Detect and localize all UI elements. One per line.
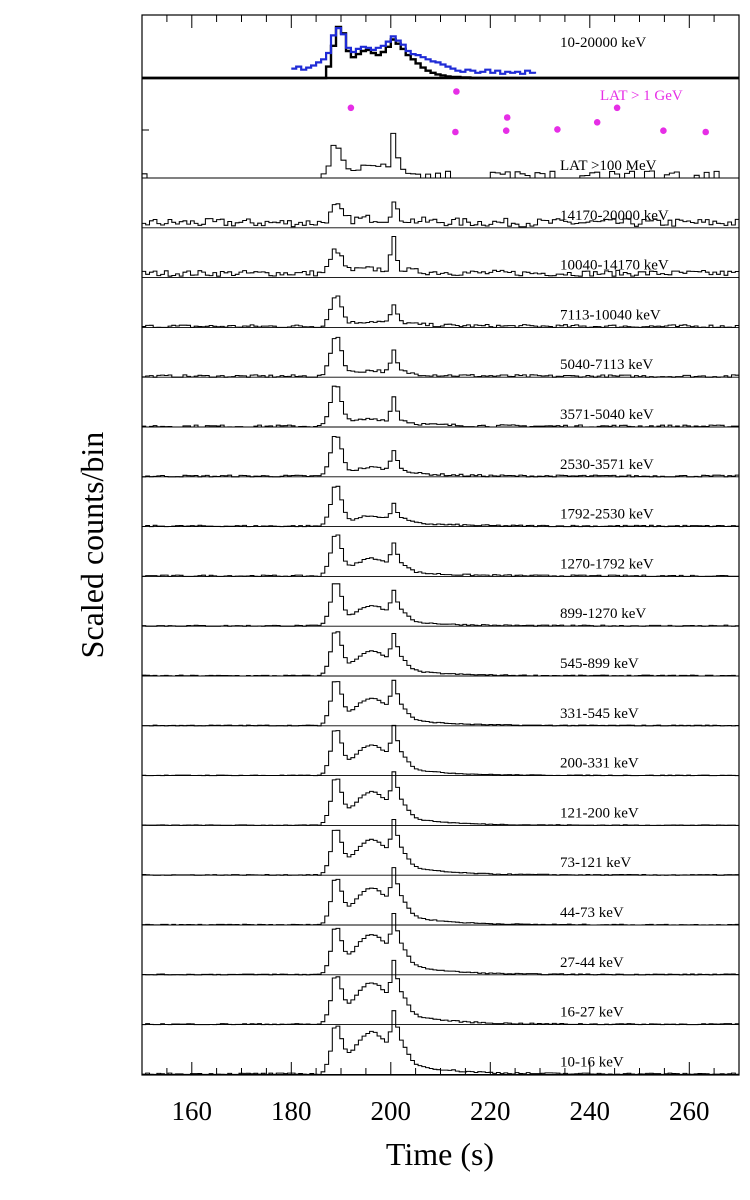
band-label-8: 2530-3571 keV xyxy=(560,457,654,473)
curve-8 xyxy=(142,435,739,478)
band-label-6: 5040-7113 keV xyxy=(560,357,653,373)
band-labels: 10-20000 keV LAT > 1 GeV LAT >100 MeV 14170… xyxy=(560,35,683,1070)
lat-photon-6 xyxy=(593,119,601,126)
panel-18 xyxy=(141,912,739,976)
y-axis-title: Scaled counts/bin xyxy=(74,432,110,659)
curve-14 xyxy=(141,724,739,777)
panel-9 xyxy=(141,485,739,528)
lat-photon-9 xyxy=(702,128,709,136)
panel-14 xyxy=(141,724,739,777)
x-tick-label-200: 200 xyxy=(371,1096,412,1126)
x-tick-label-240: 240 xyxy=(570,1096,611,1126)
band-label-1: LAT > 1 GeV xyxy=(600,88,683,104)
panel-5 xyxy=(141,295,739,328)
lat-photon-2 xyxy=(453,88,460,95)
lat-photon-7 xyxy=(613,104,621,112)
band-label-17: 44-73 keV xyxy=(560,905,624,921)
lat-photon-4 xyxy=(503,114,511,121)
curve-17 xyxy=(141,867,739,926)
lat-photon-1 xyxy=(452,128,459,136)
x-tick-label-220: 220 xyxy=(470,1096,511,1126)
curve-7 xyxy=(141,385,739,428)
band-label-11: 899-1270 keV xyxy=(560,606,646,622)
band-label-18: 27-44 keV xyxy=(560,955,624,971)
panel-1 xyxy=(347,88,709,136)
curve-6 xyxy=(141,336,739,378)
band-label-0: 10-20000 keV xyxy=(560,35,646,51)
band-label-7: 3571-5040 keV xyxy=(560,407,654,423)
curve-12 xyxy=(141,631,739,677)
curve-18 xyxy=(141,912,739,976)
panel-10 xyxy=(141,534,739,577)
x-tick-label-180: 180 xyxy=(271,1096,312,1126)
curve-20 xyxy=(141,1010,739,1075)
panel-11 xyxy=(141,583,739,627)
band-label-15: 121-200 keV xyxy=(560,805,639,821)
panel-6 xyxy=(141,336,739,378)
panel-16 xyxy=(141,818,739,876)
panel-12 xyxy=(141,631,739,677)
band-label-16: 73-121 keV xyxy=(560,855,631,871)
curve-15 xyxy=(141,771,739,826)
band-label-13: 331-545 keV xyxy=(560,706,639,722)
panel-4 xyxy=(141,235,739,279)
curve-16 xyxy=(141,818,739,876)
lat-photon-3 xyxy=(502,127,510,134)
summed-curve-blue xyxy=(291,27,537,75)
x-axis-title: Time (s) xyxy=(386,1136,494,1172)
band-panels xyxy=(141,25,739,1075)
panel-8 xyxy=(142,435,739,478)
curve-19 xyxy=(142,959,739,1026)
panel-13 xyxy=(141,679,739,727)
curve-10 xyxy=(141,534,739,577)
plot-frame xyxy=(141,14,740,1076)
lat-photon-8 xyxy=(660,127,667,134)
curve-9 xyxy=(141,485,739,528)
panel-19 xyxy=(142,959,739,1026)
band-label-14: 200-331 keV xyxy=(560,756,639,772)
curve-2 xyxy=(141,132,739,179)
band-label-12: 545-899 keV xyxy=(560,656,639,672)
x-tick-label-160: 160 xyxy=(172,1096,213,1126)
curve-3 xyxy=(141,201,739,228)
band-label-9: 1792-2530 keV xyxy=(560,507,654,523)
band-label-2: LAT >100 MeV xyxy=(560,158,657,174)
band-label-10: 1270-1792 keV xyxy=(560,556,654,572)
band-label-19: 16-27 keV xyxy=(560,1005,624,1021)
curve-4 xyxy=(141,235,739,278)
lat-photon-5 xyxy=(554,126,561,133)
curve-13 xyxy=(141,679,739,727)
band-label-4: 10040-14170 keV xyxy=(560,258,669,274)
curve-5 xyxy=(141,295,739,328)
panel-7 xyxy=(141,385,739,428)
band-label-5: 7113-10040 keV xyxy=(560,307,661,323)
x-tick-label-260: 260 xyxy=(669,1096,710,1126)
panel-3 xyxy=(141,201,739,229)
band-label-3: 14170-20000 keV xyxy=(560,208,669,224)
panel-0 xyxy=(142,25,739,80)
curve-11 xyxy=(141,583,739,627)
panel-15 xyxy=(141,771,739,826)
x-axis: 160 180 200 220 240 260 xyxy=(141,15,740,1126)
summed-curve-black xyxy=(142,25,739,80)
panel-17 xyxy=(141,867,739,926)
panel-2 xyxy=(141,132,739,179)
lat-photon-0 xyxy=(347,104,355,112)
band-label-20: 10-16 keV xyxy=(560,1054,624,1070)
